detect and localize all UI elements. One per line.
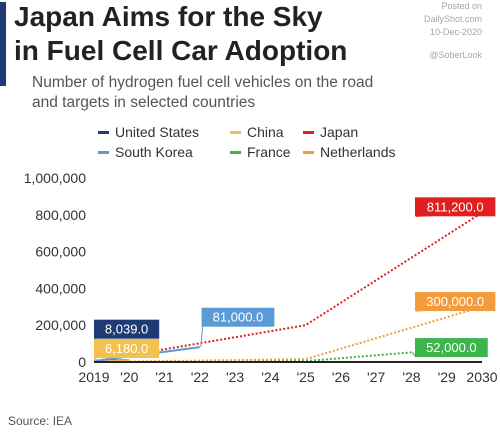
credit-site: DailyShot.com — [423, 14, 482, 24]
legend-label-china: China — [247, 124, 284, 140]
legend-item-netherlands: Netherlands — [303, 144, 396, 160]
chart-title-line-2: in Fuel Cell Car Adoption — [14, 35, 348, 66]
x-tick-label: '24 — [261, 369, 279, 385]
y-tick-label: 400,000 — [35, 280, 86, 296]
x-tick-label: 2030 — [466, 369, 497, 385]
data-label-box — [414, 292, 496, 312]
legend-swatch-china — [230, 130, 241, 134]
legend-swatch-japan — [303, 130, 314, 134]
credit-posted-on: Posted on — [441, 1, 482, 11]
data-label: 6,180.0 — [105, 341, 148, 356]
x-tick-label: '27 — [367, 369, 385, 385]
data-label: 811,200.0 — [427, 199, 484, 214]
y-tick-label: 200,000 — [35, 317, 86, 333]
data-label-box — [414, 338, 488, 358]
legend-label-japan: Japan — [320, 124, 359, 140]
legend-item-united-states: United States — [98, 124, 199, 140]
legend-swatch-netherlands — [303, 150, 314, 154]
legend-item-france: France — [230, 144, 291, 160]
x-tick-label: '21 — [155, 369, 173, 385]
title-accent-bar — [0, 2, 6, 86]
data-label-box — [201, 307, 275, 327]
chart-subtitle: Number of hydrogen fuel cell vehicles on… — [32, 73, 373, 113]
data-label-leader — [200, 326, 204, 348]
legend-item-south-korea: South Korea — [98, 144, 193, 160]
legend-item-china: China — [230, 124, 284, 140]
x-tick-label: '28 — [402, 369, 420, 385]
data-label: 52,000.0 — [426, 340, 477, 355]
chart-title-line-1: Japan Aims for the Sky — [14, 1, 323, 32]
data-label: 300,000.0 — [426, 294, 484, 309]
y-tick-label: 0 — [78, 354, 86, 370]
legend-label-south-korea: South Korea — [115, 144, 193, 160]
chart-plot: 0 200,000 400,000 600,000 800,000 1,000,000 20… — [24, 170, 498, 385]
credit-handle: @SoberLook — [429, 50, 482, 60]
chart-subtitle-line-2: and targets in selected countries — [32, 94, 256, 111]
x-tick-label: '25 — [297, 369, 315, 385]
x-tick-label: '23 — [226, 369, 244, 385]
x-tick-label: '20 — [120, 369, 138, 385]
y-tick-label: 800,000 — [35, 207, 86, 223]
legend-swatch-united-states — [98, 130, 109, 134]
x-tick-label: '29 — [438, 369, 456, 385]
chart-subtitle-line-1: Number of hydrogen fuel cell vehicles on… — [32, 74, 374, 91]
data-label: 81,000.0 — [213, 310, 264, 325]
data-label: 8,039.0 — [105, 322, 148, 337]
legend-swatch-south-korea — [98, 150, 109, 154]
x-tick-label: '22 — [191, 369, 209, 385]
data-label-box — [94, 319, 160, 339]
y-tick-label: 1,000,000 — [24, 170, 86, 186]
legend-item-japan: Japan — [303, 124, 358, 140]
x-tick-label: '26 — [332, 369, 350, 385]
legend-label-netherlands: Netherlands — [320, 144, 396, 160]
source-note: Source: IEA — [8, 414, 73, 428]
chart-title: Japan Aims for the Sky in Fuel Cell Car … — [14, 0, 347, 68]
credit-block: Posted on DailyShot.com 10-Dec-2020 @Sob… — [424, 0, 482, 62]
credit-date: 10-Dec-2020 — [429, 27, 482, 37]
legend-label-united-states: United States — [115, 124, 200, 140]
legend-swatch-france — [230, 150, 241, 154]
legend-label-france: France — [247, 144, 291, 160]
data-label-box — [414, 197, 496, 217]
y-tick-label: 600,000 — [35, 244, 86, 260]
x-tick-label: 2019 — [78, 369, 109, 385]
data-label-box — [94, 339, 160, 358]
